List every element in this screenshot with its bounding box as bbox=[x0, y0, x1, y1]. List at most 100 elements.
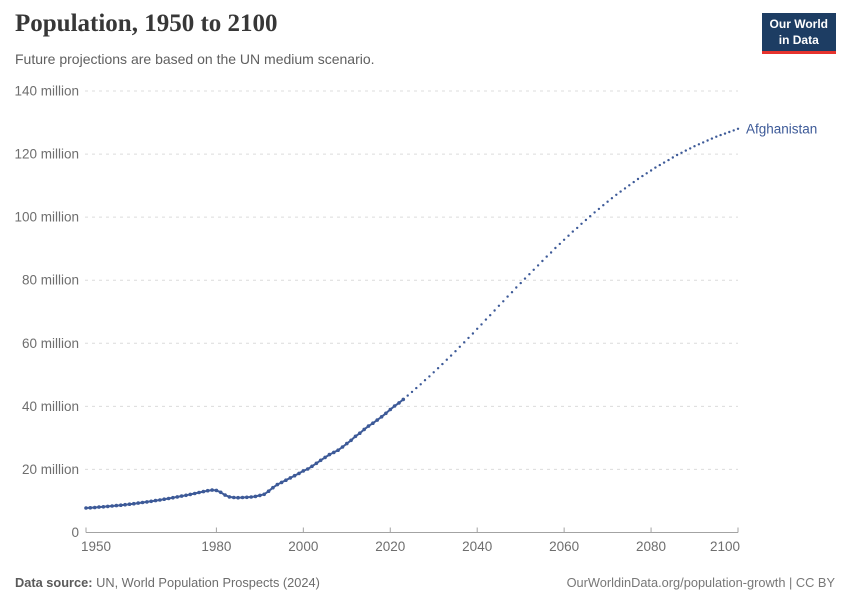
historical-point bbox=[245, 495, 249, 500]
projection-point bbox=[632, 180, 635, 184]
data-source: Data source: UN, World Population Prospe… bbox=[15, 575, 320, 590]
y-axis-label: 100 million bbox=[14, 210, 79, 225]
projection-point bbox=[662, 161, 666, 164]
historical-line bbox=[85, 398, 405, 509]
historical-point bbox=[158, 498, 162, 502]
y-axis-label: 60 million bbox=[22, 336, 79, 351]
projection-point bbox=[476, 327, 479, 330]
historical-point bbox=[205, 488, 210, 493]
projection-point bbox=[454, 350, 457, 353]
historical-point bbox=[388, 407, 393, 412]
y-axis-label: 80 million bbox=[22, 273, 79, 288]
historical-point bbox=[149, 499, 153, 504]
chart-footer: Data source: UN, World Population Prospe… bbox=[15, 575, 835, 590]
projection-point bbox=[506, 295, 509, 298]
projection-point bbox=[523, 277, 527, 280]
historical-point bbox=[240, 495, 245, 500]
projection-point bbox=[449, 354, 453, 357]
credit-link[interactable]: OurWorldinData.org/population-growth | C… bbox=[566, 575, 835, 590]
historical-point bbox=[249, 495, 253, 499]
projection-point bbox=[680, 151, 683, 154]
projection-point bbox=[467, 336, 470, 340]
projection-point bbox=[723, 132, 727, 135]
historical-point bbox=[197, 490, 201, 495]
historical-point bbox=[353, 434, 358, 439]
y-axis-label: 0 bbox=[71, 525, 79, 540]
projection-point bbox=[589, 215, 592, 218]
historical-point bbox=[145, 500, 149, 504]
historical-point bbox=[188, 492, 193, 497]
historical-point bbox=[262, 492, 267, 497]
historical-point bbox=[214, 488, 219, 493]
projection-point bbox=[580, 222, 583, 225]
projection-point bbox=[597, 207, 601, 211]
owid-logo[interactable]: Our World in Data bbox=[761, 13, 836, 55]
historical-point bbox=[232, 495, 236, 500]
historical-point bbox=[292, 473, 297, 478]
projection-point bbox=[536, 264, 540, 267]
historical-point bbox=[88, 506, 93, 510]
historical-point bbox=[362, 427, 367, 432]
projection-point bbox=[558, 242, 561, 246]
historical-point bbox=[310, 464, 314, 469]
historical-point bbox=[227, 495, 232, 499]
historical-point bbox=[401, 397, 406, 402]
historical-point bbox=[105, 504, 110, 509]
x-axis-label: 2100 bbox=[710, 539, 740, 554]
projection-point bbox=[410, 390, 414, 394]
historical-point bbox=[301, 469, 306, 473]
projection-point bbox=[728, 130, 731, 134]
historical-point bbox=[392, 404, 397, 408]
projection-point bbox=[484, 318, 488, 321]
projection-point bbox=[567, 234, 570, 237]
projection-point bbox=[436, 367, 440, 370]
projection-point bbox=[641, 174, 644, 178]
historical-point bbox=[171, 495, 175, 500]
entity-label: Afghanistan bbox=[746, 121, 817, 136]
historical-point bbox=[119, 503, 123, 508]
owid-logo-line1: Our World bbox=[769, 17, 828, 31]
projection-point bbox=[562, 238, 566, 241]
projection-point bbox=[554, 246, 557, 250]
historical-point bbox=[397, 401, 401, 405]
historical-point bbox=[288, 476, 293, 480]
projection-point bbox=[628, 184, 631, 187]
historical-point bbox=[201, 489, 206, 494]
historical-point bbox=[275, 482, 280, 487]
historical-point bbox=[336, 448, 340, 453]
data-source-label: Data source: bbox=[15, 575, 93, 590]
y-axis-label: 120 million bbox=[14, 147, 79, 162]
projection-point bbox=[623, 187, 627, 190]
x-axis-label: 2020 bbox=[375, 539, 405, 554]
historical-point bbox=[327, 452, 332, 457]
projection-point bbox=[606, 200, 609, 203]
projection-point bbox=[423, 379, 427, 382]
historical-point bbox=[314, 461, 319, 466]
owid-logo-line2: in Data bbox=[778, 32, 819, 47]
historical-point bbox=[258, 493, 262, 498]
projection-point bbox=[710, 137, 714, 140]
projection-point bbox=[684, 149, 687, 152]
projection-point bbox=[706, 139, 709, 142]
projection-point bbox=[541, 259, 544, 263]
historical-point bbox=[358, 431, 362, 436]
historical-point bbox=[266, 489, 271, 494]
projection-point bbox=[693, 145, 696, 148]
projection-point bbox=[675, 153, 679, 157]
projection-point bbox=[471, 332, 475, 335]
projection-point bbox=[649, 169, 653, 172]
projection-point bbox=[715, 135, 718, 138]
y-axis-label: 20 million bbox=[22, 462, 79, 477]
projection-point bbox=[736, 127, 740, 130]
projection-point bbox=[619, 190, 622, 193]
projection-point bbox=[489, 314, 492, 317]
x-axis-label: 1950 bbox=[81, 539, 111, 554]
historical-point bbox=[218, 490, 223, 495]
projection-point bbox=[445, 358, 448, 361]
historical-point bbox=[284, 478, 288, 483]
historical-point bbox=[92, 505, 97, 510]
chart-header: Population, 1950 to 2100 Future projecti… bbox=[0, 0, 850, 80]
historical-point bbox=[184, 493, 188, 498]
